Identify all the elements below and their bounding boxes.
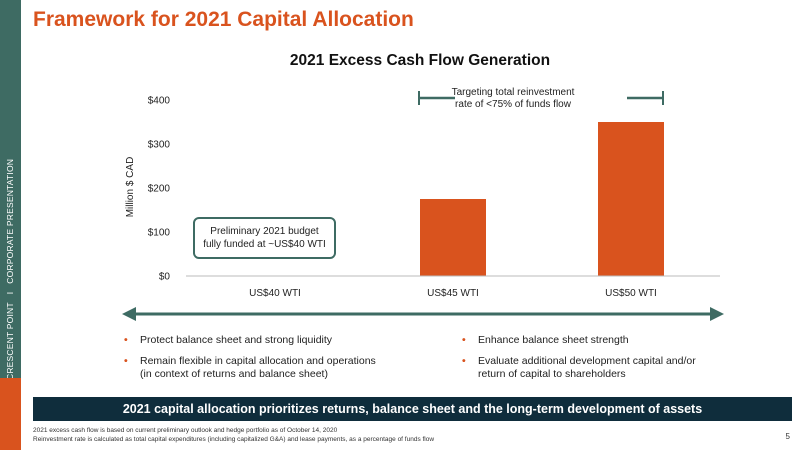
target-note-line-2: rate of <75% of funds flow xyxy=(455,99,571,110)
range-arrow-right-head xyxy=(710,307,724,321)
bullet-item: Enhance balance sheet strength xyxy=(462,334,762,347)
bullet-text: Enhance balance sheet strength xyxy=(478,334,629,346)
footnotes: 2021 excess cash flow is based on curren… xyxy=(33,427,434,444)
budget-note: Preliminary 2021 budget fully funded at … xyxy=(193,217,336,259)
footnote-1: 2021 excess cash flow is based on curren… xyxy=(33,427,338,434)
y-tick-label: $200 xyxy=(148,184,171,195)
y-tick-label: $300 xyxy=(148,140,171,151)
bar xyxy=(420,199,486,276)
y-tick-label: $0 xyxy=(159,272,171,283)
summary-banner: 2021 capital allocation prioritizes retu… xyxy=(33,397,792,421)
bullet-list-right: Enhance balance sheet strength Evaluate … xyxy=(462,334,762,389)
bullet-list-left: Protect balance sheet and strong liquidi… xyxy=(124,334,424,389)
y-tick-label: $100 xyxy=(148,228,171,239)
budget-note-line-2: fully funded at ~US$40 WTI xyxy=(203,239,326,250)
x-tick-label: US$50 WTI xyxy=(605,288,657,299)
bullet-item: Remain flexible in capital allocation an… xyxy=(124,355,424,381)
budget-note-line-1: Preliminary 2021 budget xyxy=(210,226,319,237)
bullet-item: Protect balance sheet and strong liquidi… xyxy=(124,334,424,347)
page-title: Framework for 2021 Capital Allocation xyxy=(33,8,414,31)
sidebar: CRESCENT POINTICORPORATE PRESENTATION xyxy=(0,0,21,450)
range-arrow-left-head xyxy=(122,307,136,321)
target-note: Targeting total reinvestment rate of <75… xyxy=(430,87,596,111)
page-number: 5 xyxy=(785,432,790,441)
bar xyxy=(598,122,664,276)
y-tick-label: $400 xyxy=(148,96,171,107)
x-tick-label: US$40 WTI xyxy=(249,288,301,299)
y-axis-label: Million $ CAD xyxy=(125,157,136,218)
chart-title: 2021 Excess Cash Flow Generation xyxy=(289,52,551,69)
bullet-item: Evaluate additional development capital … xyxy=(462,355,762,381)
bullet-text-continued: (in context of returns and balance sheet… xyxy=(140,368,328,380)
bullet-text: Evaluate additional development capital … xyxy=(478,355,696,367)
target-note-line-1: Targeting total reinvestment xyxy=(451,87,575,98)
sidebar-accent-block xyxy=(0,378,21,450)
footnote-2: Reinvestment rate is calculated as total… xyxy=(33,435,435,443)
x-tick-label: US$45 WTI xyxy=(427,288,479,299)
bullet-text-continued: return of capital to shareholders xyxy=(478,368,626,380)
bullet-text: Remain flexible in capital allocation an… xyxy=(140,355,376,367)
bullet-text: Protect balance sheet and strong liquidi… xyxy=(140,334,333,346)
